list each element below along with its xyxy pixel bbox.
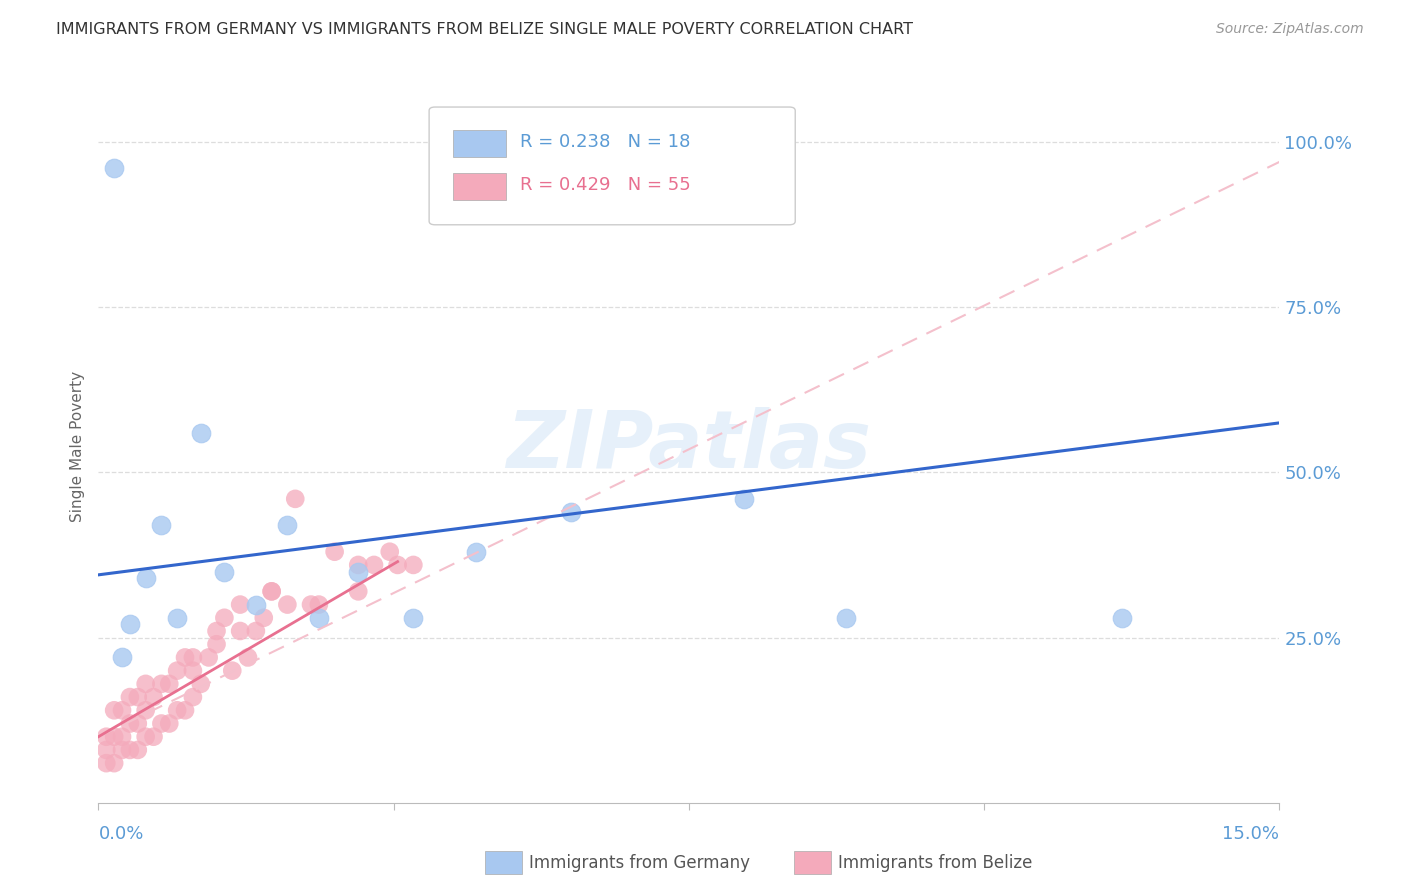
Text: 15.0%: 15.0% bbox=[1222, 825, 1279, 843]
Point bbox=[96, 730, 118, 744]
Point bbox=[103, 161, 125, 176]
Point bbox=[142, 730, 165, 744]
Point bbox=[260, 584, 283, 599]
Point bbox=[245, 598, 267, 612]
Point bbox=[363, 558, 385, 572]
Point bbox=[387, 558, 409, 572]
Point bbox=[118, 690, 141, 704]
Point bbox=[174, 703, 197, 717]
Point bbox=[118, 716, 141, 731]
Text: ZIPatlas: ZIPatlas bbox=[506, 407, 872, 485]
Point bbox=[560, 505, 582, 519]
Point bbox=[111, 703, 134, 717]
Point bbox=[323, 545, 346, 559]
Point bbox=[276, 598, 298, 612]
Point bbox=[96, 743, 118, 757]
Point bbox=[150, 518, 173, 533]
Point bbox=[205, 624, 228, 638]
Point bbox=[111, 743, 134, 757]
Point bbox=[103, 756, 125, 771]
Point bbox=[174, 650, 197, 665]
Point bbox=[181, 690, 204, 704]
FancyBboxPatch shape bbox=[429, 107, 796, 225]
Point bbox=[308, 611, 330, 625]
Text: R = 0.429   N = 55: R = 0.429 N = 55 bbox=[520, 176, 690, 194]
Point bbox=[299, 598, 322, 612]
Text: 0.0%: 0.0% bbox=[98, 825, 143, 843]
Point bbox=[111, 730, 134, 744]
Point bbox=[402, 611, 425, 625]
Point bbox=[135, 677, 157, 691]
Point bbox=[402, 558, 425, 572]
Point bbox=[118, 743, 141, 757]
Point bbox=[157, 677, 180, 691]
Point bbox=[214, 565, 236, 579]
Point bbox=[150, 716, 173, 731]
Point bbox=[135, 703, 157, 717]
FancyBboxPatch shape bbox=[453, 130, 506, 157]
Point bbox=[1111, 611, 1133, 625]
Point bbox=[378, 545, 401, 559]
Point bbox=[347, 584, 370, 599]
Text: Immigrants from Germany: Immigrants from Germany bbox=[529, 855, 749, 872]
Point bbox=[347, 558, 370, 572]
Point bbox=[150, 677, 173, 691]
FancyBboxPatch shape bbox=[453, 173, 506, 200]
Point bbox=[166, 611, 188, 625]
Point bbox=[835, 611, 858, 625]
Point bbox=[111, 650, 134, 665]
Point bbox=[197, 650, 219, 665]
Point bbox=[245, 624, 267, 638]
Point bbox=[465, 545, 488, 559]
Point bbox=[103, 703, 125, 717]
Point bbox=[142, 690, 165, 704]
Point bbox=[127, 743, 149, 757]
Point bbox=[103, 730, 125, 744]
Point bbox=[181, 650, 204, 665]
Point bbox=[733, 491, 755, 506]
Text: Immigrants from Belize: Immigrants from Belize bbox=[838, 855, 1032, 872]
Text: Source: ZipAtlas.com: Source: ZipAtlas.com bbox=[1216, 22, 1364, 37]
Point bbox=[214, 611, 236, 625]
Point bbox=[236, 650, 259, 665]
Point bbox=[190, 425, 212, 440]
Point bbox=[96, 756, 118, 771]
Point bbox=[181, 664, 204, 678]
Point bbox=[308, 598, 330, 612]
Y-axis label: Single Male Poverty: Single Male Poverty bbox=[70, 370, 86, 522]
Point bbox=[166, 664, 188, 678]
Point bbox=[205, 637, 228, 651]
Point bbox=[127, 716, 149, 731]
Point bbox=[253, 611, 276, 625]
Point bbox=[135, 571, 157, 585]
Point bbox=[229, 598, 252, 612]
Point bbox=[347, 565, 370, 579]
Point bbox=[229, 624, 252, 638]
Point bbox=[276, 518, 298, 533]
Text: IMMIGRANTS FROM GERMANY VS IMMIGRANTS FROM BELIZE SINGLE MALE POVERTY CORRELATIO: IMMIGRANTS FROM GERMANY VS IMMIGRANTS FR… bbox=[56, 22, 914, 37]
Point bbox=[157, 716, 180, 731]
Point bbox=[166, 703, 188, 717]
Point bbox=[127, 690, 149, 704]
Point bbox=[284, 491, 307, 506]
Point bbox=[118, 617, 141, 632]
Text: R = 0.238   N = 18: R = 0.238 N = 18 bbox=[520, 133, 690, 151]
Point bbox=[260, 584, 283, 599]
Point bbox=[135, 730, 157, 744]
Point bbox=[190, 677, 212, 691]
Point bbox=[221, 664, 243, 678]
